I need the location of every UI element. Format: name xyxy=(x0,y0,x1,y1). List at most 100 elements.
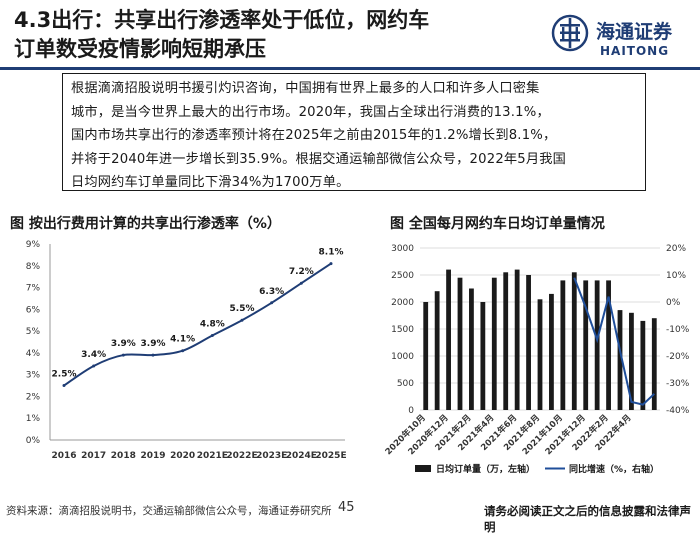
order-bar xyxy=(629,312,634,410)
order-bar xyxy=(480,302,486,410)
data-point xyxy=(240,318,244,322)
y-tick-label: 4% xyxy=(26,349,41,359)
left-tick-label: 2500 xyxy=(391,271,414,281)
data-label: 8.1% xyxy=(319,248,344,258)
order-bar xyxy=(571,272,577,410)
order-bar xyxy=(640,320,646,410)
haitong-logo-icon: 海通证券 HAITONG xyxy=(551,14,673,58)
title-line-2: 订单数受疫情影响短期承压 xyxy=(14,37,266,61)
chart1-title: 图 按出行费用计算的共享出行渗透率（%） xyxy=(10,216,281,232)
summary-line: 根据滴滴招股说明书援引灼识咨询，中国拥有世界上最多的人口和许多人口密集 xyxy=(71,81,540,96)
y-tick-label: 2% xyxy=(26,392,41,402)
left-tick-label: 3000 xyxy=(391,244,414,254)
data-point xyxy=(121,353,125,357)
summary-box: 根据滴滴招股说明书援引灼识咨询，中国拥有世界上最多的人口和许多人口密集 城市，是… xyxy=(62,73,646,191)
order-bar xyxy=(434,291,440,410)
order-bar xyxy=(446,269,451,410)
haitong-logo: 海通证券 HAITONG xyxy=(548,9,694,61)
y-tick-label: 9% xyxy=(26,240,41,250)
y-tick-label: 7% xyxy=(26,284,41,294)
summary-line: 国内市场共享出行的渗透率预计将在2025年之前由2015年的1.2%增长到8.1… xyxy=(71,128,557,144)
data-label: 6.3% xyxy=(259,287,284,297)
page-number: 45 xyxy=(338,500,355,515)
brand-en: HAITONG xyxy=(600,44,669,58)
y-tick-label: 0% xyxy=(26,436,41,446)
left-tick-label: 1500 xyxy=(391,325,414,335)
data-label: 2.5% xyxy=(52,370,77,380)
x-tick-label: 2020 xyxy=(170,451,195,461)
legend-line-label: 同比增速（%，右轴） xyxy=(569,463,659,475)
order-bar xyxy=(606,280,611,410)
data-point xyxy=(210,333,214,337)
x-tick-label: 2021E xyxy=(197,451,228,461)
right-tick-label: -20% xyxy=(666,352,690,362)
data-point xyxy=(329,262,333,266)
x-tick-label: 2023E xyxy=(256,451,287,461)
x-tick-label: 2024E xyxy=(286,451,317,461)
summary-line: 日均网约车订单量同比下滑34%为1700万单。 xyxy=(71,175,350,191)
order-bar xyxy=(560,280,566,410)
x-tick-label: 2017 xyxy=(81,451,106,461)
data-point xyxy=(151,353,155,357)
x-tick-label: 2016 xyxy=(51,451,76,461)
ride-hailing-orders-chart: 0 500 1000 1500 2000 2500 3000 -40% -30% -20% -10%… xyxy=(383,244,690,475)
right-tick-label: 10% xyxy=(666,271,686,281)
order-bar xyxy=(651,318,657,410)
y-tick-label: 6% xyxy=(26,305,41,315)
order-bar xyxy=(503,272,509,410)
order-bar xyxy=(549,293,554,410)
order-bar xyxy=(617,310,623,410)
data-label: 3.9% xyxy=(111,339,136,349)
data-label: 3.9% xyxy=(141,339,166,349)
order-bar xyxy=(537,299,543,410)
legend-bar-swatch xyxy=(415,465,431,472)
data-point xyxy=(92,364,96,368)
order-bar xyxy=(583,280,589,410)
yoy-series-line xyxy=(573,277,655,406)
right-tick-label: -10% xyxy=(666,325,690,335)
source-note: 资料来源：滴滴招股说明书，交通运输部微信公众号，海通证券研究所 xyxy=(6,505,332,517)
order-bar xyxy=(514,269,520,410)
penetration-line-chart: 0% 1% 2% 3% 4% 5% 6% 7% 8% 9% 2016 2017 2018 2019 2020… xyxy=(26,240,347,461)
summary-line: 并将于2040年进一步增长到35.9%。根据交通运输部微信公众号，2022年5月… xyxy=(71,151,567,167)
left-tick-label: 1000 xyxy=(391,352,414,362)
left-tick-label: 0 xyxy=(408,406,414,416)
order-bar xyxy=(457,277,463,410)
data-label: 3.4% xyxy=(81,350,106,360)
penetration-series-line xyxy=(63,262,332,387)
x-tick-label: 2025E xyxy=(315,451,346,461)
left-tick-label: 2000 xyxy=(391,298,414,308)
summary-line: 城市，是当今世界上最大的出行市场。2020年，我国占全球出行消费的13.1%， xyxy=(71,104,550,120)
order-bar xyxy=(594,280,600,410)
chart2-title: 图 全国每月网约车日均订单量情况 xyxy=(390,216,605,232)
y-tick-label: 5% xyxy=(26,327,41,337)
y-tick-label: 1% xyxy=(26,414,41,424)
data-point xyxy=(181,349,185,353)
x-tick-label: 2019 xyxy=(140,451,165,461)
order-bar xyxy=(423,302,429,410)
left-tick-label: 500 xyxy=(397,379,414,389)
data-label: 7.2% xyxy=(289,267,314,277)
x-tick-label: 2022E xyxy=(226,451,257,461)
data-label: 5.5% xyxy=(230,304,255,314)
data-label: 4.8% xyxy=(200,319,225,329)
order-bar xyxy=(469,288,474,410)
y-tick-label: 8% xyxy=(26,262,41,272)
y-tick-label: 3% xyxy=(26,371,41,381)
x-tick-label: 2018 xyxy=(111,451,136,461)
data-label: 4.1% xyxy=(170,335,195,345)
title-divider xyxy=(0,67,700,70)
data-point xyxy=(270,301,274,305)
page-title: 4.3出行：共享出行渗透率处于低位，网约车 订单数受疫情影响短期承压 xyxy=(14,6,429,64)
right-tick-label: 20% xyxy=(666,244,686,254)
data-point xyxy=(62,384,66,388)
right-tick-label: -40% xyxy=(666,406,690,416)
title-line-1: 4.3出行：共享出行渗透率处于低位，网约车 xyxy=(14,8,430,32)
data-point xyxy=(299,281,303,285)
brand-cn: 海通证券 xyxy=(596,20,673,43)
order-bar xyxy=(491,277,497,410)
disclaimer: 请务必阅读正文之后的信息披露和法律声明 xyxy=(484,504,691,534)
order-bar xyxy=(526,275,531,410)
right-tick-label: 0% xyxy=(666,298,681,308)
right-tick-label: -30% xyxy=(666,379,690,389)
